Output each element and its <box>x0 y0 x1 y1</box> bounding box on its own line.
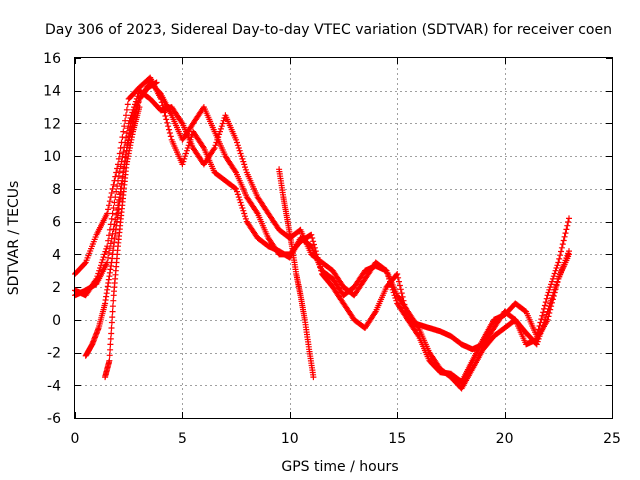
y-tick-label: 16 <box>43 51 61 67</box>
y-tick-label: 2 <box>52 280 61 296</box>
x-tick-label: 15 <box>388 431 406 447</box>
x-tick-label: 25 <box>603 431 621 447</box>
series-track-3 <box>72 79 572 353</box>
plot-frame <box>74 57 613 419</box>
data-points <box>72 74 572 392</box>
y-tick-label: 0 <box>52 313 61 329</box>
y-tick-label: 8 <box>52 182 61 198</box>
y-tick-label: -2 <box>47 346 61 362</box>
series-track-6 <box>276 166 317 381</box>
plus-markers <box>72 87 572 385</box>
plus-markers <box>72 79 572 353</box>
x-tick-label: 10 <box>281 431 299 447</box>
y-tick-label: -4 <box>47 378 61 394</box>
plus-markers <box>102 104 143 381</box>
x-tick-label: 20 <box>496 431 514 447</box>
x-tick-label: 0 <box>71 431 80 447</box>
chart-title: Day 306 of 2023, Sidereal Day-to-day VTE… <box>45 22 612 38</box>
axis-ticks <box>75 58 613 419</box>
y-tick-labels: -6 -4 -2 0 2 4 6 8 10 12 14 16 <box>43 51 61 427</box>
x-tick-label: 5 <box>178 431 187 447</box>
grid <box>75 58 612 418</box>
series-track-1 <box>72 74 572 392</box>
plus-markers <box>276 166 317 381</box>
plus-markers <box>72 74 572 392</box>
y-tick-label: 4 <box>52 247 61 263</box>
x-axis-label: GPS time / hours <box>281 459 398 475</box>
y-tick-label: 10 <box>43 149 61 165</box>
y-tick-label: 14 <box>43 84 61 100</box>
series-track-5 <box>102 104 143 381</box>
y-tick-label: -6 <box>47 411 61 427</box>
y-axis-label: SDTVAR / TECUs <box>6 181 22 296</box>
x-tick-labels: 0 5 10 15 20 25 <box>71 431 621 447</box>
series-track-2 <box>72 87 572 385</box>
y-tick-label: 12 <box>43 116 61 132</box>
y-tick-label: 6 <box>52 215 61 231</box>
